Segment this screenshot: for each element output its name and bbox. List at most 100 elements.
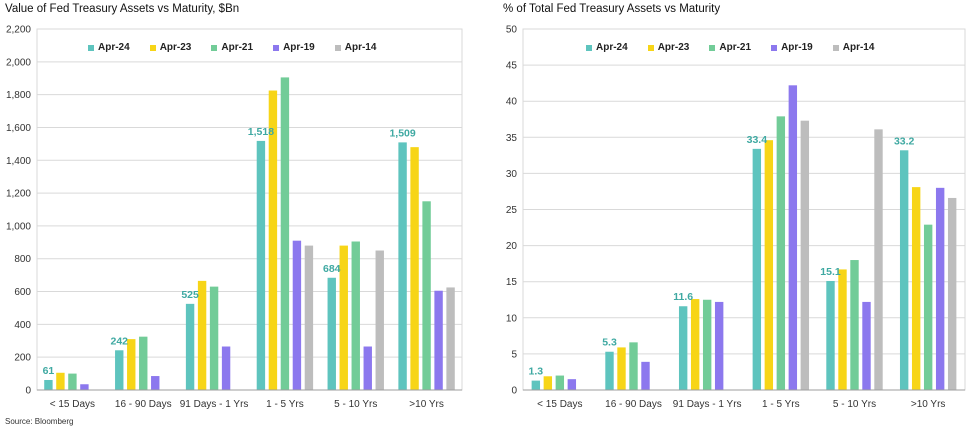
data-label: 15.1: [820, 266, 841, 278]
bar-apr-21: [923, 224, 933, 390]
bar-apr-14: [800, 120, 810, 390]
x-tick-label: < 15 Days: [537, 399, 582, 410]
bar-apr-24: [185, 303, 195, 390]
legend-swatch: [586, 44, 592, 51]
bar-apr-23: [339, 245, 348, 390]
y-tick-label: 400: [14, 320, 31, 331]
legend-swatch: [334, 44, 341, 51]
bar-apr-14: [375, 250, 384, 390]
bar-apr-23: [690, 299, 700, 390]
x-tick-label: < 15 Days: [50, 399, 95, 410]
bar-apr-21: [850, 260, 859, 390]
y-tick-label: 2,200: [6, 25, 31, 36]
bar-apr-14: [874, 129, 883, 390]
x-tick-label: 16 - 90 Days: [115, 399, 172, 410]
y-tick-label: 0: [511, 386, 517, 397]
legend-swatch: [88, 44, 94, 51]
bar-apr-23: [543, 376, 553, 390]
bar-apr-21: [776, 116, 786, 390]
legend-label: Apr-24: [596, 42, 628, 53]
y-tick-label: 15: [506, 277, 518, 288]
bar-apr-23: [911, 187, 921, 390]
y-tick-label: 2,000: [6, 57, 31, 68]
data-label: 11.6: [673, 291, 693, 303]
bar-apr-19: [788, 85, 798, 390]
y-tick-label: 800: [14, 254, 31, 265]
bar-apr-23: [838, 269, 847, 390]
bar-apr-19: [714, 301, 724, 390]
bar-apr-19: [935, 187, 945, 390]
y-tick-label: 40: [506, 97, 518, 108]
bar-apr-24: [115, 350, 124, 390]
legend-label: Apr-23: [159, 42, 192, 53]
y-tick-label: 5: [511, 349, 517, 360]
legend-label: Apr-21: [719, 42, 752, 53]
bar-apr-21: [629, 342, 638, 390]
legend-label: Apr-19: [781, 42, 813, 53]
bar-apr-23: [56, 372, 65, 390]
x-tick-label: 1 - 5 Yrs: [762, 399, 800, 410]
bar-apr-19: [567, 379, 577, 390]
bar-apr-21: [139, 336, 148, 390]
bar-apr-24: [899, 150, 909, 390]
bar-apr-21: [280, 77, 290, 391]
bar-apr-24: [678, 306, 688, 390]
bar-apr-23: [410, 147, 419, 390]
bar-apr-24: [44, 379, 53, 390]
data-label: 1.3: [529, 366, 544, 378]
bar-apr-19: [363, 346, 372, 390]
plot-area: [36, 28, 463, 391]
bar-apr-21: [422, 201, 431, 390]
legend-item-apr-19: Apr-19: [771, 42, 813, 53]
bar-apr-19: [221, 346, 231, 390]
data-label: 61: [43, 365, 55, 377]
bar-apr-21: [351, 241, 360, 390]
legend-item-apr-19: Apr-19: [273, 42, 315, 53]
data-label: 5.3: [602, 337, 617, 349]
bar-apr-19: [80, 384, 89, 390]
right-chart-title: % of Total Fed Treasury Assets vs Maturi…: [503, 3, 721, 15]
y-tick-label: 30: [506, 169, 518, 180]
right-chart-legend: Apr-24 Apr-23 Apr-21 Apr-19 Apr-14: [586, 42, 874, 53]
legend-item-apr-24: Apr-24: [586, 42, 628, 53]
y-tick-label: 600: [14, 287, 31, 298]
legend-label: Apr-24: [98, 42, 130, 53]
bar-apr-23: [617, 347, 626, 390]
y-tick-label: 1,400: [6, 156, 31, 167]
bar-apr-24: [398, 142, 407, 390]
legend-label: Apr-21: [221, 42, 254, 53]
y-tick-label: 0: [25, 386, 31, 397]
y-tick-label: 10: [506, 313, 518, 324]
left-chart-title: Value of Fed Treasury Assets vs Maturity…: [5, 3, 240, 15]
bar-apr-19: [292, 240, 302, 390]
bar-apr-19: [862, 301, 871, 390]
legend-label: Apr-14: [344, 42, 377, 53]
bar-apr-14: [304, 245, 314, 390]
legend-swatch: [149, 44, 156, 51]
data-label: 33.4: [747, 134, 768, 146]
legend-item-apr-14: Apr-14: [832, 42, 875, 53]
x-tick-label: 5 - 10 Yrs: [833, 399, 876, 410]
left-chart-legend: Apr-24 Apr-23 Apr-21 Apr-19 Apr-14: [88, 42, 376, 53]
bar-apr-24: [256, 140, 266, 390]
legend-label: Apr-19: [283, 42, 315, 53]
legend-swatch: [709, 44, 716, 51]
bar-apr-21: [555, 375, 565, 390]
bar-apr-23: [197, 280, 207, 390]
y-tick-label: 45: [506, 61, 518, 72]
legend-item-apr-24: Apr-24: [88, 42, 130, 53]
bar-apr-24: [605, 351, 614, 390]
data-label: 242: [110, 335, 128, 347]
y-tick-label: 35: [506, 133, 518, 144]
y-tick-label: 1,600: [6, 123, 31, 134]
bar-apr-21: [209, 286, 219, 390]
legend-label: Apr-14: [842, 42, 875, 53]
legend-swatch: [273, 44, 280, 51]
data-label: 33.2: [894, 135, 915, 147]
y-tick-label: 50: [506, 25, 518, 36]
bar-apr-19: [151, 376, 160, 390]
data-label: 525: [181, 289, 199, 301]
legend-item-apr-21: Apr-21: [709, 42, 751, 53]
bar-apr-19: [434, 290, 443, 390]
legend-item-apr-21: Apr-21: [211, 42, 253, 53]
